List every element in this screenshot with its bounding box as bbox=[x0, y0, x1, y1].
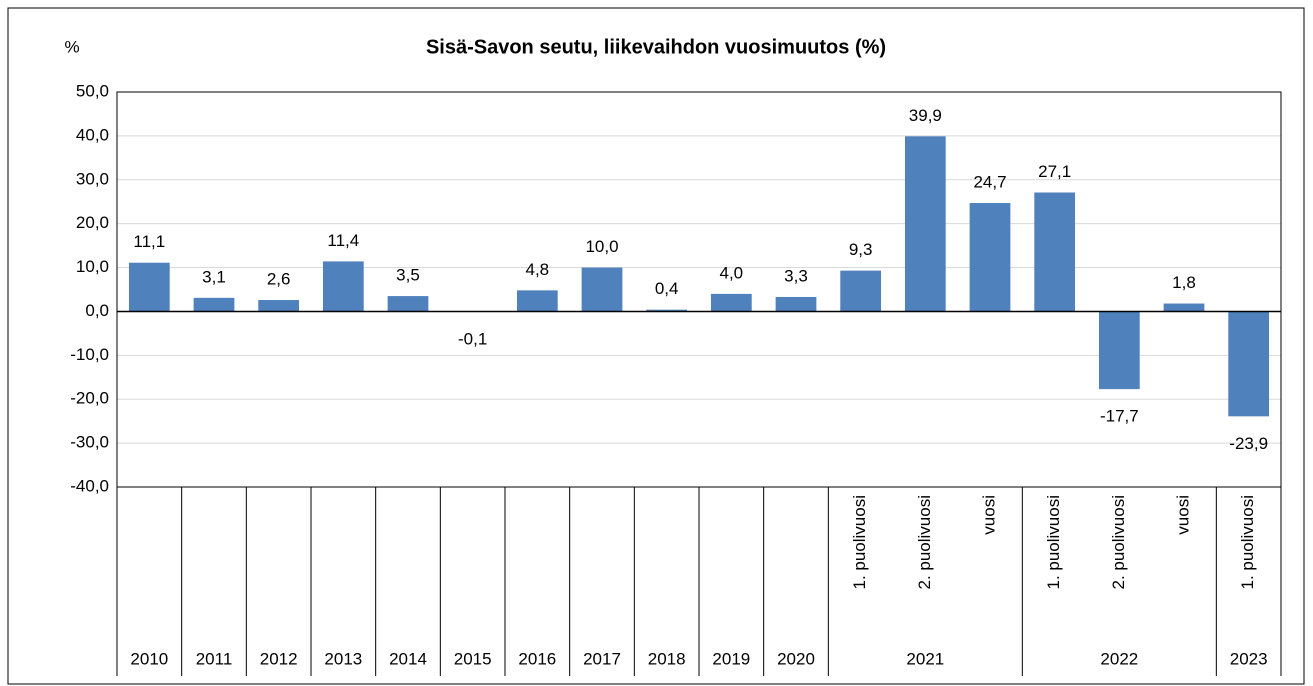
bar bbox=[516, 290, 558, 312]
group-label: 2015 bbox=[454, 649, 492, 668]
y-tick-label: -40,0 bbox=[70, 476, 109, 495]
y-tick-label: 50,0 bbox=[76, 81, 109, 100]
y-tick-label: 30,0 bbox=[76, 169, 109, 188]
y-tick-label: 10,0 bbox=[76, 257, 109, 276]
group-label: 2021 bbox=[906, 649, 944, 668]
chart-border bbox=[7, 7, 1305, 685]
y-tick-label: 40,0 bbox=[76, 125, 109, 144]
bar bbox=[322, 261, 364, 312]
group-label: 2023 bbox=[1230, 649, 1268, 668]
y-axis-label: % bbox=[64, 37, 79, 56]
y-tick-label: -20,0 bbox=[70, 389, 109, 408]
data-label: 1,8 bbox=[1172, 273, 1196, 292]
group-label: 2020 bbox=[777, 649, 815, 668]
x-tick-label: 2. puolivuosi bbox=[1109, 495, 1128, 590]
data-label: -17,7 bbox=[1100, 407, 1139, 426]
x-tick-label: 2. puolivuosi bbox=[915, 495, 934, 590]
bar bbox=[581, 267, 623, 312]
data-label: 27,1 bbox=[1038, 162, 1071, 181]
data-label: 9,3 bbox=[849, 240, 873, 259]
bar bbox=[1228, 311, 1270, 417]
x-tick-label: vuosi bbox=[979, 495, 998, 535]
bar bbox=[387, 296, 429, 312]
data-label: -23,9 bbox=[1229, 434, 1268, 453]
data-label: 2,6 bbox=[267, 270, 291, 289]
bar bbox=[646, 309, 688, 312]
y-tick-label: 0,0 bbox=[85, 301, 109, 320]
bar bbox=[258, 300, 300, 312]
group-label: 2017 bbox=[583, 649, 621, 668]
y-tick-label: -30,0 bbox=[70, 433, 109, 452]
data-label: 3,5 bbox=[396, 266, 420, 285]
data-label: 39,9 bbox=[909, 106, 942, 125]
bar bbox=[193, 297, 235, 312]
bar bbox=[128, 262, 170, 312]
data-label: 0,4 bbox=[655, 279, 679, 298]
group-label: 2022 bbox=[1100, 649, 1138, 668]
data-label: 24,7 bbox=[973, 173, 1006, 192]
bar bbox=[1034, 192, 1076, 312]
group-label: 2012 bbox=[260, 649, 298, 668]
data-label: 11,4 bbox=[327, 231, 359, 250]
bar bbox=[775, 296, 817, 312]
bar bbox=[710, 293, 752, 312]
data-label: 3,1 bbox=[202, 267, 226, 286]
y-tick-label: -10,0 bbox=[70, 345, 109, 364]
bar bbox=[969, 203, 1011, 312]
data-label: 4,8 bbox=[526, 260, 550, 279]
data-label: -0,1 bbox=[458, 329, 487, 348]
data-label: 10,0 bbox=[585, 237, 618, 256]
x-tick-label: 1. puolivuosi bbox=[1044, 495, 1063, 590]
bar bbox=[1098, 311, 1140, 390]
group-label: 2013 bbox=[324, 649, 362, 668]
x-tick-label: 1. puolivuosi bbox=[850, 495, 869, 590]
bar bbox=[840, 270, 882, 312]
bar bbox=[1163, 303, 1205, 312]
group-label: 2014 bbox=[389, 649, 427, 668]
y-tick-label: 20,0 bbox=[76, 213, 109, 232]
data-label: 11,1 bbox=[133, 232, 165, 251]
group-label: 2010 bbox=[130, 649, 168, 668]
group-label: 2018 bbox=[648, 649, 686, 668]
chart-title: Sisä-Savon seutu, liikevaihdon vuosimuut… bbox=[426, 36, 886, 58]
group-label: 2019 bbox=[712, 649, 750, 668]
group-label: 2011 bbox=[196, 649, 233, 668]
group-label: 2016 bbox=[518, 649, 556, 668]
x-tick-label: vuosi bbox=[1173, 495, 1192, 535]
data-label: 4,0 bbox=[720, 263, 744, 282]
bar bbox=[904, 136, 946, 312]
x-tick-label: 1. puolivuosi bbox=[1238, 495, 1257, 590]
data-label: 3,3 bbox=[784, 266, 808, 285]
